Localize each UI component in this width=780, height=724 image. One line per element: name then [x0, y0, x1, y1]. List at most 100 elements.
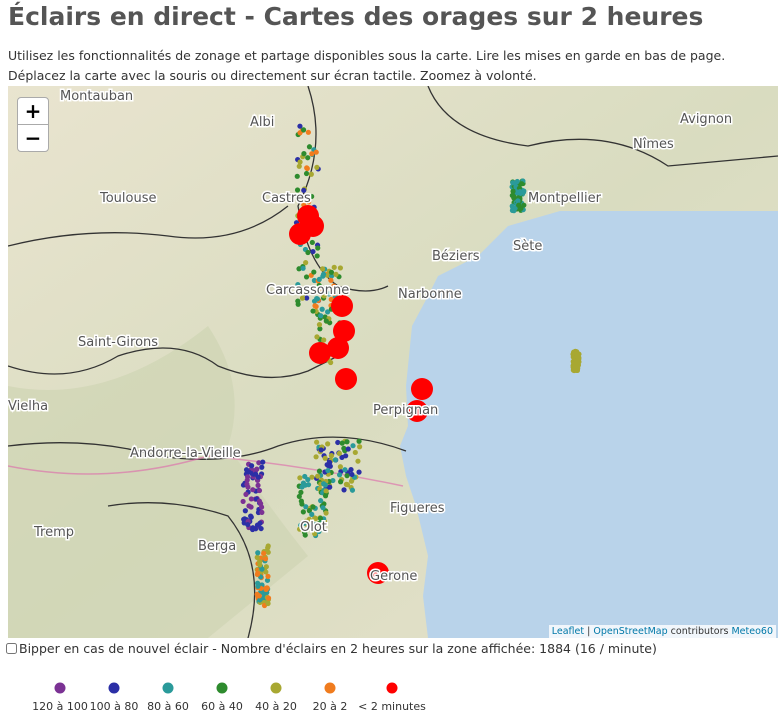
lightning-dot — [302, 532, 308, 538]
lightning-dot — [328, 277, 334, 283]
recent-strike — [327, 337, 349, 359]
lightning-dot — [514, 178, 520, 185]
lightning-dot — [299, 484, 305, 490]
lightning-dot — [303, 274, 310, 280]
leaflet-link[interactable]: Leaflet — [551, 626, 585, 637]
place-label: Montauban — [60, 89, 133, 104]
lightning-dot — [337, 479, 344, 485]
place-label: Figueres — [390, 501, 445, 516]
lightning-dot — [298, 489, 304, 495]
lightning-dot — [309, 511, 315, 517]
lightning-dot — [328, 453, 335, 459]
lightning-dot — [308, 171, 314, 177]
osm-link[interactable]: OpenStreetMap — [593, 626, 668, 637]
lightning-dot — [244, 474, 251, 480]
lightning-dot — [296, 163, 302, 169]
lightning-dot — [256, 460, 262, 466]
lightning-dot — [356, 469, 362, 475]
lightning-dot — [319, 266, 326, 272]
lightning-dot — [297, 159, 303, 165]
lightning-dot — [294, 173, 300, 179]
lightning-dot — [260, 459, 266, 465]
lightning-dot — [314, 253, 320, 259]
lightning-dot — [348, 467, 354, 473]
lightning-dot — [571, 349, 577, 356]
lightning-dot — [306, 199, 312, 205]
lightning-dot — [510, 188, 516, 194]
lightning-dot — [344, 482, 350, 488]
place-label: Saint-Girons — [78, 335, 158, 350]
lightning-dot — [240, 498, 246, 505]
place-label: Nîmes — [633, 137, 674, 152]
lightning-dot — [309, 474, 315, 480]
lightning-dot — [318, 313, 324, 319]
lightning-dot — [323, 510, 329, 516]
legend-swatch — [216, 682, 228, 694]
lightning-dot — [316, 282, 322, 289]
lightning-dot — [511, 193, 517, 199]
lightning-dot — [301, 520, 307, 526]
place-label: Olot — [300, 520, 327, 535]
lightning-dot — [319, 306, 325, 312]
legend-swatch — [108, 682, 120, 694]
beeper-checkbox[interactable] — [6, 643, 17, 654]
lightning-dot — [322, 455, 328, 461]
place-label: Vielha — [8, 399, 48, 414]
place-label: Castres — [262, 191, 311, 206]
beeper-label: Bipper en cas de nouvel éclair - Nombre … — [19, 641, 657, 656]
place-label: Sète — [513, 239, 542, 254]
lightning-dot — [295, 298, 301, 304]
lightning-dot — [349, 471, 355, 478]
lightning-dot — [316, 528, 322, 535]
lightning-dot — [323, 488, 329, 494]
lightning-dot — [248, 463, 255, 469]
lightning-dot — [574, 367, 581, 374]
lightning-dot — [318, 498, 324, 504]
lightning-dot — [311, 269, 317, 275]
lightning-dot — [344, 473, 350, 479]
lightning-dot — [336, 450, 342, 456]
place-label: Toulouse — [99, 191, 157, 206]
lightning-dot — [355, 458, 361, 464]
recent-strike — [309, 342, 331, 364]
lightning-dot — [516, 202, 522, 208]
legend-label: < 2 minutes — [358, 700, 426, 713]
lightning-dot — [326, 291, 332, 297]
lightning-dot — [312, 303, 318, 309]
lightning-dot — [259, 509, 265, 515]
zoom-in[interactable]: + — [17, 97, 49, 125]
lightning-dot — [254, 466, 260, 472]
lightning-dot — [309, 239, 315, 246]
place-label: Perpignan — [373, 403, 438, 418]
lightning-dot — [259, 464, 265, 470]
lightning-dot — [256, 487, 263, 494]
lightning-dot — [304, 295, 310, 301]
lightning-dot — [256, 498, 262, 504]
recent-strike — [367, 562, 389, 584]
lightning-dot — [250, 487, 256, 493]
meteo-link[interactable]: Meteo60 — [731, 626, 773, 637]
lightning-dot — [303, 170, 310, 177]
lightning-dot — [310, 504, 316, 510]
legend-label: 120 à 100 — [32, 700, 88, 713]
lightning-dot — [345, 446, 351, 452]
lightning-dot — [327, 459, 333, 466]
lightning-dot — [315, 245, 321, 251]
lightning-dot — [517, 189, 523, 195]
lightning-dot — [305, 482, 312, 488]
lightning-dot — [254, 571, 261, 578]
lightning-dot — [297, 123, 303, 129]
recent-strike — [406, 400, 428, 422]
lightning-dot — [243, 491, 249, 497]
lightning-dot — [305, 155, 311, 161]
lightning-dot — [328, 273, 335, 279]
intro-line: Déplacez la carte avec la souris ou dire… — [8, 68, 537, 83]
lightning-dot — [317, 515, 324, 521]
map[interactable]: Montauban Albi Toulouse Castres Carcassonne N… — [8, 86, 778, 638]
recent-strike — [333, 320, 355, 342]
recent-strike — [335, 368, 357, 390]
zoom-out[interactable]: − — [17, 124, 49, 152]
lightning-dot — [300, 509, 306, 515]
lightning-dot — [339, 440, 345, 446]
